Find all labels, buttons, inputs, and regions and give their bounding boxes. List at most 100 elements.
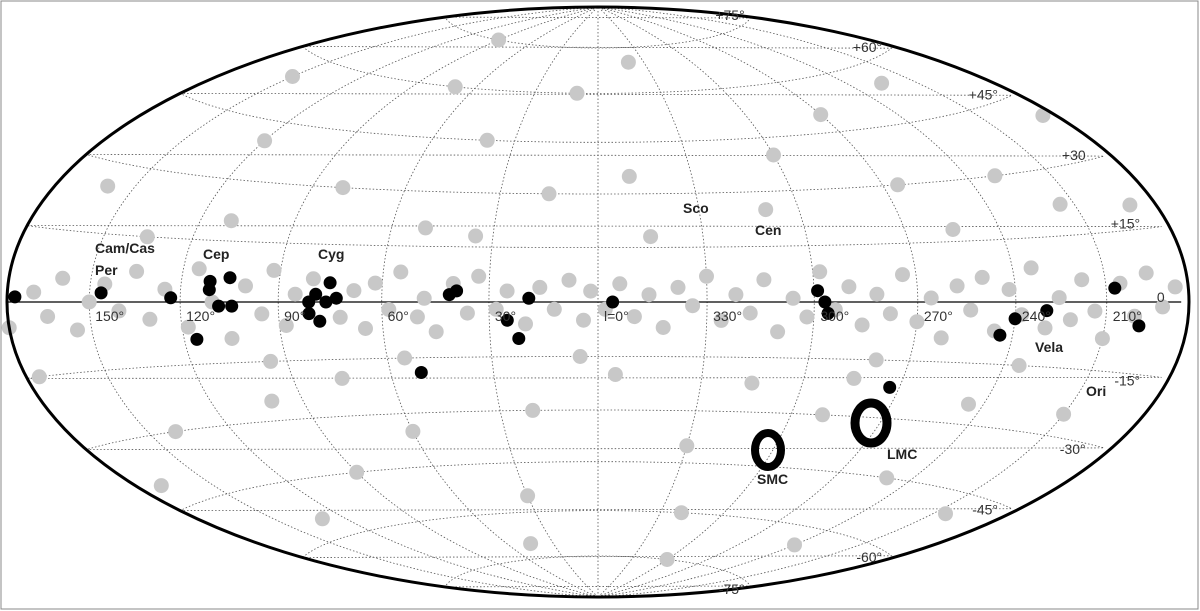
highlight-dot xyxy=(302,307,316,321)
region-label: Sco xyxy=(683,200,709,216)
source-dot xyxy=(659,552,675,567)
region-label: Per xyxy=(95,262,118,278)
source-dot xyxy=(815,407,830,423)
source-dot xyxy=(305,271,321,287)
latitude-label: 0 xyxy=(1157,289,1165,305)
source-dot xyxy=(332,309,348,325)
source-dot xyxy=(699,268,714,284)
latitude-label: +60° xyxy=(853,39,882,55)
source-dot xyxy=(785,290,801,306)
highlight-dot xyxy=(164,291,178,305)
highlight-dot xyxy=(450,284,464,298)
source-dot xyxy=(621,168,637,184)
source-dot xyxy=(1056,406,1072,422)
highlight-dot xyxy=(94,286,108,300)
source-dot xyxy=(787,537,802,553)
longitude-label: 330° xyxy=(713,308,742,324)
source-dot xyxy=(471,268,487,284)
source-dot xyxy=(263,353,279,369)
region-label: Ori xyxy=(1086,383,1106,399)
lmc-ring xyxy=(850,398,892,448)
sky-boundary xyxy=(5,5,1191,599)
highlight-dot xyxy=(302,295,316,309)
source-dot xyxy=(945,222,961,237)
highlight-dot xyxy=(8,290,22,304)
highlight-dot xyxy=(323,276,337,290)
source-dot xyxy=(869,286,885,302)
source-dot xyxy=(813,107,829,123)
source-dot xyxy=(532,279,548,295)
source-dot xyxy=(744,375,760,391)
source-dot xyxy=(670,279,686,295)
longitude-label: 90° xyxy=(284,308,305,324)
source-dot xyxy=(1051,290,1067,306)
source-dot xyxy=(285,69,300,84)
region-label: Cam/Cas xyxy=(95,240,155,256)
source-dot xyxy=(224,331,240,346)
highlight-dot xyxy=(500,313,514,327)
source-dot xyxy=(874,75,890,91)
source-dot xyxy=(583,283,599,299)
source-dot xyxy=(938,506,953,522)
source-dot xyxy=(100,178,116,194)
region-label: Cyg xyxy=(318,246,344,262)
source-dot xyxy=(1052,196,1068,212)
highlight-dot xyxy=(818,295,832,309)
source-dot xyxy=(191,261,207,277)
source-dot xyxy=(1074,272,1090,288)
source-dot xyxy=(40,309,56,324)
region-label: Vela xyxy=(1035,339,1063,355)
labels: Cam/Cas Per Cep Cyg Sco Cen Vela Ori SMC… xyxy=(95,7,1165,597)
meridian xyxy=(597,6,919,598)
source-dot xyxy=(254,306,270,322)
source-dot xyxy=(541,186,557,202)
source-dot xyxy=(841,279,857,295)
longitude-label: 210° xyxy=(1113,308,1142,324)
source-dot xyxy=(520,488,536,504)
region-label: Cep xyxy=(203,246,229,262)
source-dot xyxy=(314,511,330,527)
parallel xyxy=(179,461,1013,511)
source-dot xyxy=(428,324,444,340)
latitude-label: -15° xyxy=(1114,372,1140,388)
source-dot xyxy=(799,309,815,325)
latitude-label: -60° xyxy=(856,549,882,565)
parallel xyxy=(86,409,1105,450)
source-dot xyxy=(882,306,898,322)
source-dot xyxy=(879,470,895,486)
source-dot xyxy=(257,133,273,149)
source-dot xyxy=(756,272,772,288)
grid xyxy=(7,6,1182,598)
meridian xyxy=(179,6,599,598)
source-dot xyxy=(1023,260,1039,276)
source-dot xyxy=(673,505,689,521)
source-dot xyxy=(409,309,425,325)
source-dot xyxy=(70,322,85,338)
longitude-label: 60° xyxy=(388,308,409,324)
smc-ring xyxy=(751,429,785,471)
source-dot xyxy=(139,229,155,245)
highlight-dot xyxy=(203,274,217,288)
source-dot xyxy=(685,298,701,314)
source-dot xyxy=(963,302,979,318)
highlight-dot xyxy=(1132,319,1146,333)
sources xyxy=(1,32,1183,567)
source-dot xyxy=(1155,299,1171,315)
highlight-dot xyxy=(223,271,237,285)
source-dot xyxy=(334,370,350,386)
source-dot xyxy=(890,177,906,193)
source-dot xyxy=(26,284,42,300)
latitude-label: -75° xyxy=(719,581,745,597)
parallel xyxy=(27,356,1162,379)
source-dot xyxy=(572,349,588,364)
source-dot xyxy=(129,263,145,279)
highlight-dot xyxy=(319,295,333,309)
parallel xyxy=(302,46,893,94)
source-dot xyxy=(643,229,659,245)
source-dot xyxy=(168,424,184,440)
latitude-label: -30° xyxy=(1060,441,1086,457)
highlight-dot xyxy=(313,314,327,328)
source-dot xyxy=(1138,265,1154,281)
longitude-label: 120° xyxy=(186,308,215,324)
